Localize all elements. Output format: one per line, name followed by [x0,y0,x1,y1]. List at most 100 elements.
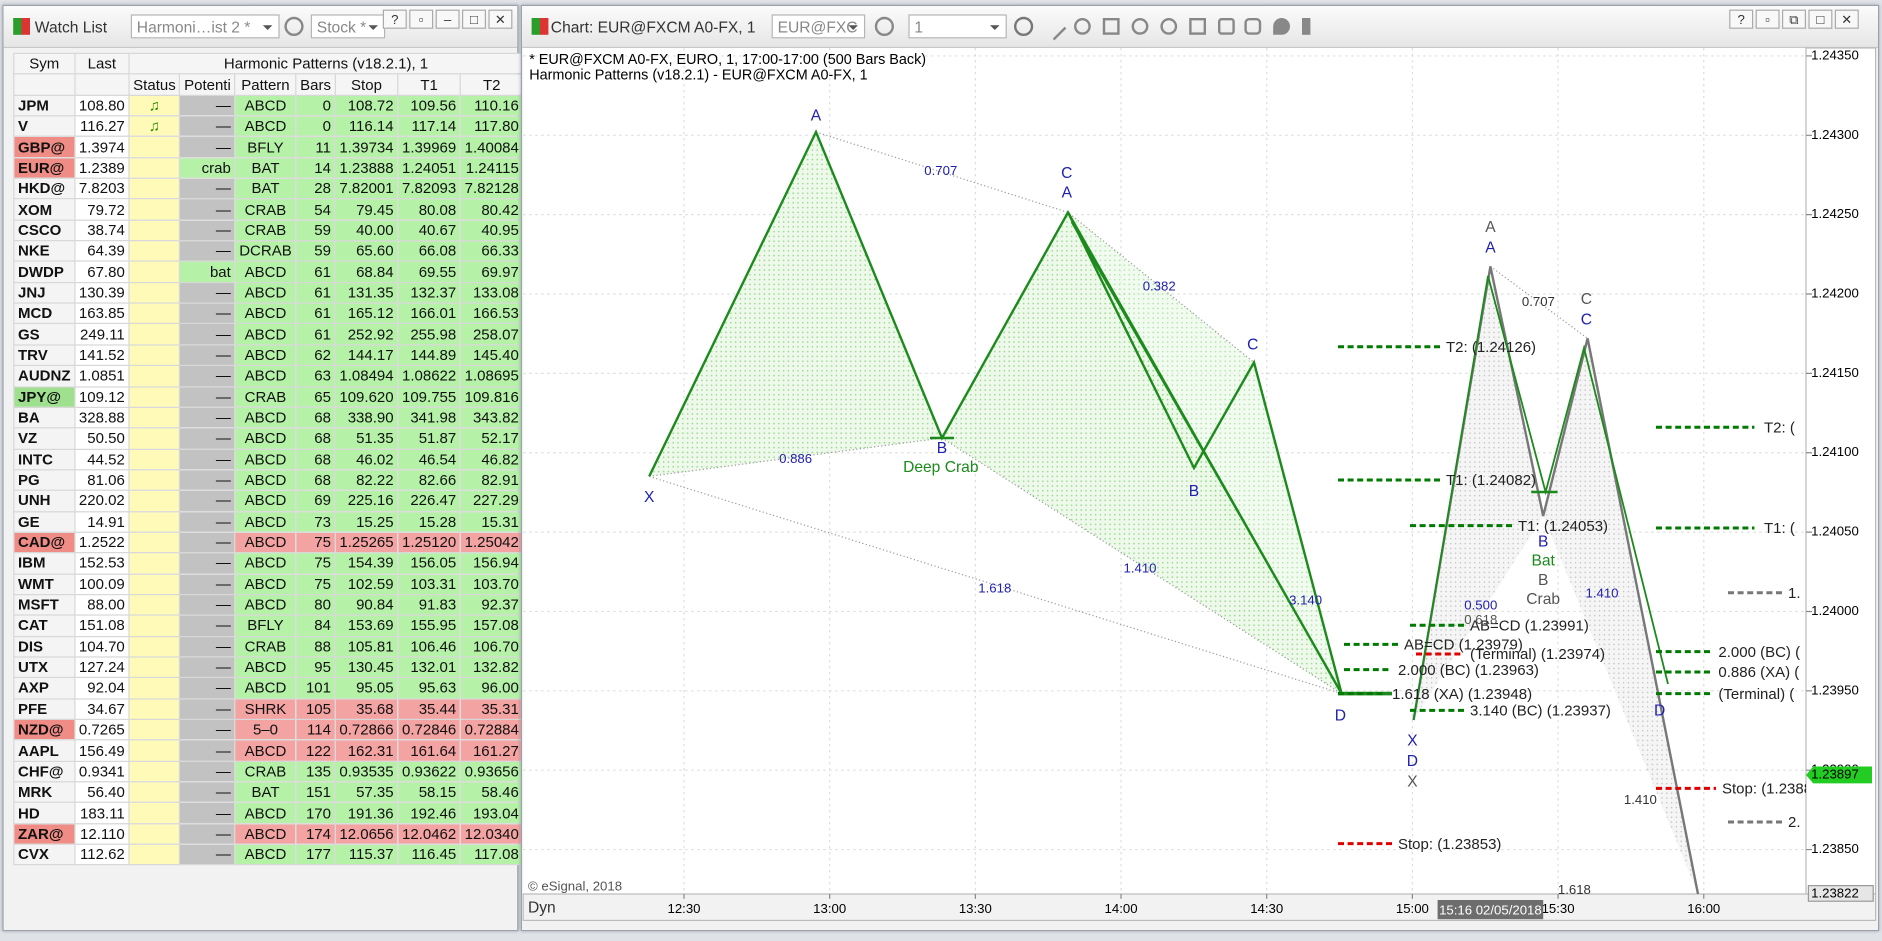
watchlist-row[interactable]: JPM 108.80 ♫ — ABCD 0 108.72 109.56 110.16 [13,94,524,117]
maximize-button[interactable]: □ [462,9,487,29]
column-header[interactable]: T1 [397,73,462,96]
watchlist-row[interactable]: CVX 112.62 — ABCD 177 115.37 116.45 117.08 [13,843,524,866]
watchlist-row[interactable]: GBP@ 1.3974 — BFLY 11 1.39734 1.39969 1.40084 [13,136,524,159]
cell: — [179,656,236,679]
maximize-button[interactable]: □ [1808,9,1833,29]
watchlist-row[interactable]: CSCO 38.74 — CRAB 59 40.00 40.67 40.95 [13,219,524,242]
watchlist-row[interactable]: JNJ 130.39 — ABCD 61 131.35 132.37 133.08 [13,281,524,304]
watchlist-row[interactable]: VZ 50.50 — ABCD 68 51.35 51.87 52.17 [13,427,524,450]
watchlist-row[interactable]: XOM 79.72 — CRAB 54 79.45 80.08 80.42 [13,198,524,221]
facebook-button[interactable] [1302,18,1311,35]
watchlist-row[interactable]: INTC 44.52 — ABCD 68 46.02 46.54 46.82 [13,448,524,471]
watchlist-row[interactable]: CAD@ 1.2522 — ABCD 75 1.25265 1.25120 1.25042 [13,531,524,554]
dyn-label[interactable]: Dyn [528,900,556,917]
cell: crab [179,156,236,179]
time-axis [522,893,1877,922]
column-header[interactable]: Status [128,73,181,96]
level-label: 0.886 (XA) ( [1718,664,1799,681]
cell: — [179,697,236,721]
symbol-input[interactable]: Stock * [310,14,386,39]
column-header[interactable]: Stop [334,73,399,96]
watchlist-row[interactable]: MCD 163.85 — ABCD 61 165.12 166.01 166.53 [13,302,524,325]
restore-button[interactable]: ▫ [409,9,434,29]
watchlist-row[interactable]: CHF@ 0.9341 — CRAB 135 0.93535 0.93622 0.93656 [13,760,524,783]
settings-button[interactable] [284,16,304,36]
watchlist-row[interactable]: ZAR@ 12.110 — ABCD 174 12.0656 12.0462 12.0340 [13,822,524,845]
study-tool[interactable] [1074,18,1091,35]
watchlist-row[interactable]: MRK 56.40 — BAT 151 57.35 58.15 58.46 [13,781,524,804]
symbol-cell: PG [13,469,76,492]
time-label: 14:30 [1250,901,1283,916]
twitter-button[interactable] [1273,18,1290,35]
layout-combo[interactable]: Harmoni…ist 2 * [130,14,280,39]
column-header[interactable]: Harmonic Patterns (v18.2.1), 1 [128,52,524,75]
column-header[interactable]: Potenti [179,73,236,96]
watchlist-row[interactable]: HD 183.11 — ABCD 170 191.36 192.46 193.04 [13,802,524,825]
close-button[interactable]: ✕ [1834,9,1859,29]
watchlist-row[interactable]: AAPL 156.49 — ABCD 122 162.31 161.64 161.27 [13,739,524,762]
watchlist-row[interactable]: UTX 127.24 — ABCD 95 130.45 132.01 132.82 [13,656,524,679]
watchlist-row[interactable]: CAT 151.08 — BFLY 84 153.69 155.95 157.08 [13,614,524,637]
symbol-cell: AAPL [13,739,76,762]
watchlist-row[interactable]: NKE 64.39 — DCRAB 59 65.60 66.08 66.33 [13,240,524,263]
symbol-cell: BA [13,406,76,429]
symbol-cell: JNJ [13,281,76,304]
restore-button[interactable]: ▫ [1755,9,1780,29]
watchlist-row[interactable]: BA 328.88 — ABCD 68 338.90 341.98 343.82 [13,406,524,429]
watchlist-row[interactable]: PG 81.06 — ABCD 68 82.22 82.66 82.91 [13,469,524,492]
cell: 68 [295,406,336,429]
cell: 88.00 [74,593,130,616]
watchlist-row[interactable]: WMT 100.09 — ABCD 75 102.59 103.31 103.70 [13,573,524,596]
cell [128,843,181,866]
watchlist-row[interactable]: MSFT 88.00 — ABCD 80 90.84 91.83 92.37 [13,593,524,616]
comment-tool[interactable] [1244,18,1262,35]
help-button[interactable]: ? [382,9,407,29]
column-header[interactable]: Bars [295,73,336,96]
help-button[interactable]: ? [1729,9,1754,29]
watchlist-row[interactable]: PFE 34.67 — SHRK 105 35.68 35.44 35.31 [13,697,524,721]
symbol-combo[interactable]: EUR@FXC [771,14,866,39]
watchlist-row[interactable]: GE 14.91 — ABCD 73 15.25 15.28 15.31 [13,510,524,533]
cell: 154.39 [334,552,399,575]
column-header[interactable]: Pattern [234,73,297,96]
watchlist-row[interactable]: TRV 141.52 — ABCD 62 144.17 144.89 145.40 [13,344,524,367]
watchlist-row[interactable]: EUR@ 1.2389 crab BAT 14 1.23888 1.24051 1.24115 [13,156,524,179]
column-header[interactable]: T2 [459,73,524,96]
watchlist-row[interactable]: DWDP 67.80 bat ABCD 61 68.84 69.55 69.97 [13,260,524,283]
template-tool[interactable] [1102,18,1120,35]
color-tool[interactable] [1189,18,1206,35]
cell: 46.54 [397,448,462,471]
watchlist-row[interactable]: HKD@ 7.8203 — BAT 28 7.82001 7.82093 7.82128 [13,177,524,200]
minimize-button[interactable]: – [435,9,460,29]
link-tool[interactable] [1160,18,1178,35]
time-button[interactable] [1014,16,1034,36]
settings-button[interactable] [874,16,895,36]
cell: ABCD [234,510,297,533]
watchlist-row[interactable]: NZD@ 0.7265 —5–0 114 0.72866 0.72846 0.72884 [13,718,524,741]
watchlist-row[interactable]: V 116.27 ♫ — ABCD 0 116.14 117.14 117.80 [13,115,524,138]
cell: 91.83 [397,593,462,616]
column-header[interactable]: Last [74,52,130,75]
interval-combo[interactable]: 1 [908,14,1007,39]
link-button[interactable]: ⧉ [1782,9,1807,29]
cell: 1.23888 [334,156,399,179]
column-header[interactable]: Sym [13,52,76,75]
cell: 156.94 [459,552,524,575]
cell: ABCD [234,573,297,596]
close-button[interactable]: ✕ [488,9,513,29]
symbol-cell: UNH [13,489,76,512]
pattern-label: C [1247,337,1258,354]
watchlist-row[interactable]: IBM 152.53 — ABCD 75 154.39 156.05 156.94 [13,552,524,575]
watchlist-row[interactable]: UNH 220.02 — ABCD 69 225.16 226.47 227.29 [13,489,524,512]
watchlist-row[interactable]: DIS 104.70 — CRAB 88 105.81 106.46 106.70 [13,635,524,658]
app-icon [531,18,549,35]
cell: 7.82093 [397,177,462,200]
watchlist-row[interactable]: JPY@ 109.12 — CRAB 65 109.620 109.755 109.816 [13,385,524,408]
cell: — [179,406,236,429]
replay-tool[interactable] [1131,18,1149,35]
watchlist-row[interactable]: GS 249.11 — ABCD 61 252.92 255.98 258.07 [13,323,524,346]
cell: 109.56 [397,94,462,117]
watchlist-row[interactable]: AUDNZ 1.0851 — ABCD 63 1.08494 1.08622 1.08695 [13,364,524,388]
watchlist-row[interactable]: AXP 92.04 — ABCD 101 95.05 95.63 96.00 [13,677,524,700]
calc-tool[interactable] [1218,18,1235,35]
